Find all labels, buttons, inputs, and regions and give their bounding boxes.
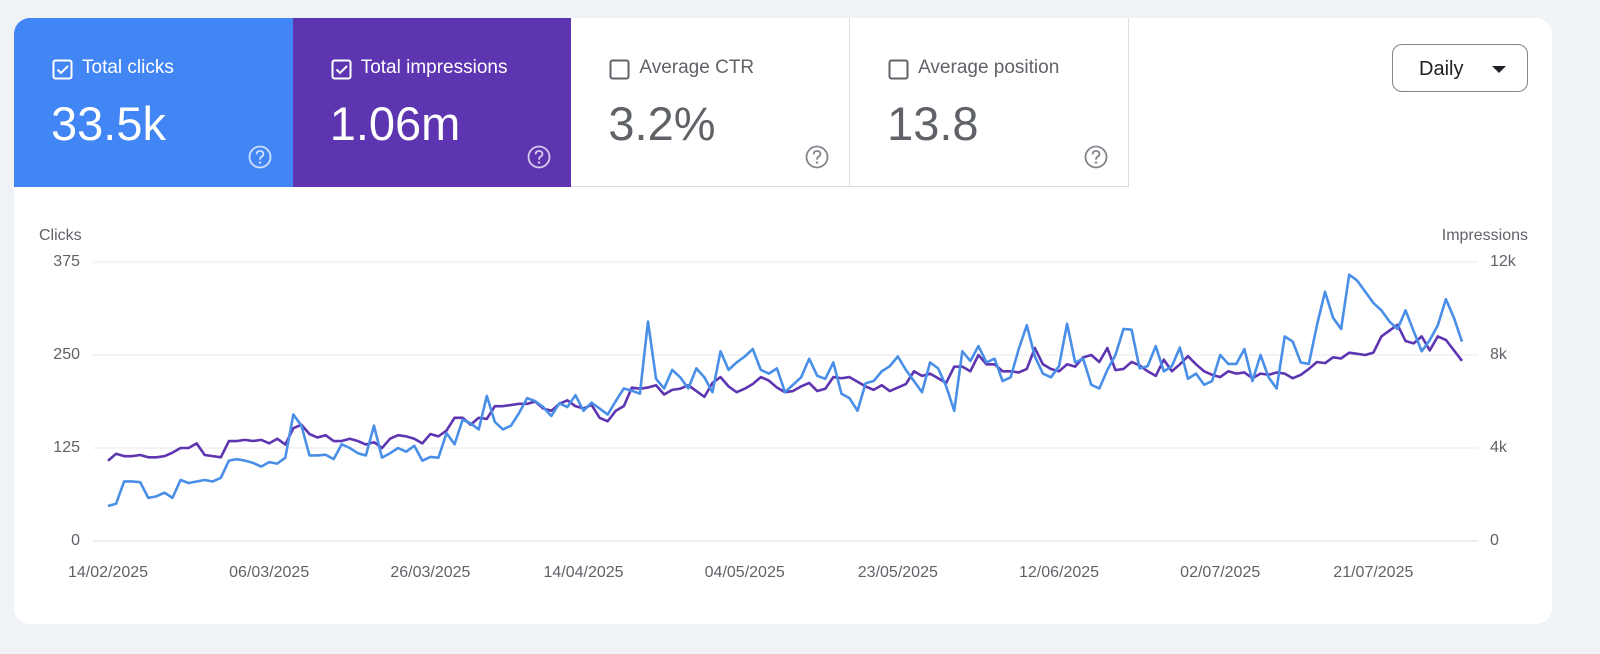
help-icon — [1084, 145, 1108, 169]
help-dot — [1094, 161, 1098, 164]
checkbox-box — [52, 59, 73, 80]
y-tick-label: 250 — [53, 346, 80, 363]
y-tick-label: 125 — [53, 439, 80, 456]
help-circle — [1084, 145, 1108, 169]
help-circle — [805, 145, 829, 169]
period-label: Daily — [1419, 58, 1464, 80]
metric-value: 3.2% — [608, 97, 716, 150]
metric-label: Total clicks — [82, 57, 174, 78]
help-dot — [258, 161, 262, 164]
y2-tick-label: 12k — [1490, 253, 1517, 270]
x-tick-label: 14/04/2025 — [543, 564, 623, 581]
help-glyph — [255, 150, 265, 160]
checkbox-box — [609, 59, 630, 80]
checkbox-box — [888, 59, 909, 80]
help-glyph — [1091, 150, 1101, 160]
checkbox — [52, 59, 73, 80]
help-icon — [248, 145, 272, 169]
period-dropdown[interactable]: Daily — [1392, 44, 1528, 92]
x-tick-label: 21/07/2025 — [1333, 564, 1413, 581]
dropdown-arrow — [1492, 66, 1506, 73]
help-dot — [816, 161, 819, 164]
series-line — [107, 273, 1464, 508]
checkbox-box — [331, 59, 352, 80]
x-tick-label: 06/03/2025 — [229, 564, 309, 581]
metric-card[interactable]: Average position 13.8 — [850, 18, 1130, 187]
help-glyph — [534, 150, 543, 160]
x-tick-label: 23/05/2025 — [858, 564, 938, 581]
help-circle — [248, 145, 272, 169]
help-glyph — [813, 150, 822, 160]
checkmark — [56, 65, 69, 75]
metric-card[interactable]: Total impressions 1.06m — [292, 18, 572, 187]
help-dot — [537, 161, 540, 164]
checkmark — [335, 65, 348, 75]
help-circle — [527, 145, 551, 169]
y-tick-label: 375 — [53, 253, 80, 270]
metric-label: Average position — [918, 57, 1060, 78]
y2-axis-title: Impressions — [1442, 227, 1528, 244]
metric-label: Total impressions — [360, 57, 508, 78]
checkbox — [331, 59, 352, 80]
help-icon — [805, 145, 829, 169]
x-tick-label: 02/07/2025 — [1180, 564, 1260, 581]
metric-card[interactable]: Total clicks 33.5k — [14, 18, 293, 187]
y2-tick-label: 4k — [1490, 439, 1508, 456]
y-tick-label: 0 — [71, 532, 80, 549]
metric-value: 1.06m — [329, 97, 461, 150]
checkbox — [888, 59, 909, 80]
x-tick-label: 26/03/2025 — [390, 564, 470, 581]
metric-card[interactable]: Average CTR 3.2% — [571, 18, 851, 187]
metric-value: 33.5k — [51, 97, 166, 150]
y2-tick-label: 8k — [1490, 346, 1508, 363]
metric-value: 13.8 — [887, 97, 979, 150]
y-axis-title: Clicks — [39, 227, 82, 244]
x-tick-label: 04/05/2025 — [705, 564, 785, 581]
checkbox — [609, 59, 630, 80]
help-icon — [527, 145, 551, 169]
metric-label: Average CTR — [639, 57, 755, 78]
x-tick-label: 12/06/2025 — [1019, 564, 1099, 581]
y2-tick-label: 0 — [1490, 532, 1499, 549]
x-tick-label: 14/02/2025 — [68, 564, 148, 581]
